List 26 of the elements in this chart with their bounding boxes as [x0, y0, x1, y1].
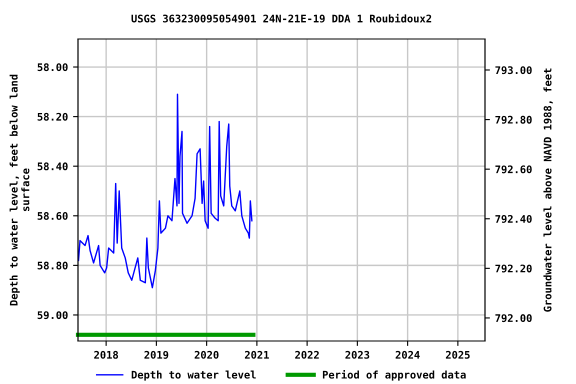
- x-tick-label: 2020: [194, 350, 219, 359]
- y-tick-label: 58.20: [38, 112, 68, 121]
- y2-tick-label: 792.20: [495, 264, 532, 273]
- x-tick-label: 2022: [295, 350, 319, 359]
- y2-axis-title: Groundwater level above NAVD 1988, feet: [543, 68, 553, 312]
- y-tick-label: 58.00: [38, 63, 68, 72]
- x-tick-label: 2021: [244, 350, 269, 359]
- x-tick-label: 2018: [94, 350, 118, 359]
- y-tick-label: 58.40: [38, 162, 68, 170]
- chart-title: USGS 363230095054901 24N-21E-19 DDA 1 Roubidoux2: [132, 14, 432, 23]
- x-tick-label: 2025: [446, 350, 470, 359]
- y2-tick-label: 792.80: [495, 116, 532, 124]
- legend-label: Period of approved data: [322, 370, 466, 381]
- y2-tick-label: 792.40: [495, 214, 532, 223]
- y2-tick-label: 793.00: [495, 66, 532, 74]
- y2-tick-label: 792.60: [495, 165, 532, 174]
- x-tick-label: 2023: [345, 350, 370, 359]
- y-axis-title: Depth to water level, feet below land surface: [10, 74, 30, 306]
- y-tick-label: 58.60: [38, 212, 68, 220]
- x-tick-label: 2019: [144, 350, 168, 359]
- y2-tick-label: 792.00: [495, 314, 532, 322]
- y-tick-label: 58.80: [38, 262, 68, 270]
- legend-label: Depth to water level: [132, 370, 256, 381]
- x-tick-label: 2024: [396, 350, 420, 359]
- line-series: [78, 94, 253, 288]
- y-tick-label: 59.00: [38, 311, 68, 320]
